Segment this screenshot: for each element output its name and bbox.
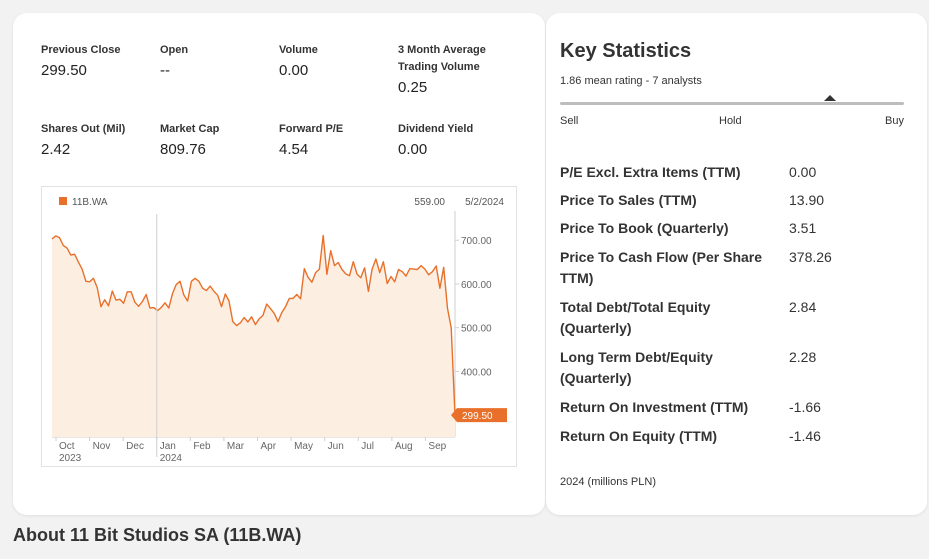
rating-scale-bar <box>560 102 904 105</box>
y-tick-label: 500.00 <box>461 324 492 335</box>
stat-value: 0.25 <box>398 79 428 96</box>
x-tick-label: Jul <box>361 441 374 452</box>
x-tick-label: May <box>294 441 313 452</box>
stat-value: 2.42 <box>41 141 71 158</box>
header-date: 5/2/2024 <box>465 197 504 208</box>
key-statistics-title: Key Statistics <box>560 40 692 62</box>
key-statistics-card: Key Statistics 1.86 mean rating - 7 anal… <box>546 13 927 515</box>
stat-row-value: -1.66 <box>789 399 821 415</box>
last-price-label: 299.50 <box>462 411 493 422</box>
rating-label-sell: Sell <box>560 115 579 127</box>
stat-row-name: Return On Equity (TTM) <box>560 428 718 444</box>
stat-value: 809.76 <box>160 141 206 158</box>
analyst-rating-text: 1.86 mean rating - 7 analysts <box>560 75 702 87</box>
legend-swatch <box>59 197 67 205</box>
stat-volume: Volume 0.00 <box>279 42 389 80</box>
stat-row-name: Price To Book (Quarterly) <box>560 220 729 236</box>
header-value: 559.00 <box>414 197 445 208</box>
stat-row-value: -1.46 <box>789 428 821 444</box>
stat-label: Open <box>160 44 189 56</box>
stat-open: Open -- <box>160 42 270 80</box>
stat-3m-avg-volume: 3 Month Average Trading Volume 0.25 <box>398 42 513 97</box>
y-tick-label: 600.00 <box>461 280 492 291</box>
stat-row-name: Return On Investment (TTM) <box>560 399 749 415</box>
stat-label: Dividend Yield <box>398 123 474 135</box>
x-tick-label: Feb <box>193 441 211 452</box>
stat-label: Market Cap <box>160 123 220 135</box>
price-area <box>52 235 455 437</box>
y-tick-label: 700.00 <box>461 236 492 247</box>
stat-row-value: 13.90 <box>789 192 825 208</box>
quote-summary-card: Previous Close 299.50 Open -- Volume 0.0… <box>13 13 545 515</box>
stat-label: Previous Close <box>41 44 121 56</box>
x-tick-label: Dec <box>126 441 144 452</box>
stat-row-name: P/E Excl. Extra Items (TTM) <box>560 164 741 180</box>
x-tick-label: Aug <box>395 441 413 452</box>
year-label: 2024 <box>160 453 183 464</box>
stat-row-name: Long Term Debt/Equity (Quarterly) <box>560 349 713 386</box>
rating-label-hold: Hold <box>719 115 742 127</box>
stat-row-name: Price To Cash Flow (Per Share TTM) <box>560 249 763 286</box>
x-tick-label: Mar <box>227 441 245 452</box>
legend-label: 11B.WA <box>72 197 108 208</box>
stat-label: Forward P/E <box>279 123 344 135</box>
x-tick-label: Oct <box>59 441 75 452</box>
year-label: 2023 <box>59 453 82 464</box>
rating-label-buy: Buy <box>885 115 904 127</box>
stat-row-name: Total Debt/Total Equity (Quarterly) <box>560 299 711 336</box>
stat-forward-pe: Forward P/E 4.54 <box>279 121 389 159</box>
stat-value: 0.00 <box>279 62 309 79</box>
stat-row-value: 2.84 <box>789 299 817 315</box>
about-company-heading: About 11 Bit Studios SA (11B.WA) <box>13 525 302 545</box>
stat-label: Shares Out (Mil) <box>41 123 126 135</box>
stat-row-value: 378.26 <box>789 249 832 265</box>
stat-row-value: 0.00 <box>789 164 817 180</box>
stat-value: 299.50 <box>41 62 87 79</box>
stat-label: 3 Month Average Trading Volume <box>398 44 486 73</box>
last-price-tag <box>451 408 507 423</box>
stat-row-value: 3.51 <box>789 220 817 236</box>
stat-value: 4.54 <box>279 141 309 158</box>
stat-value: 0.00 <box>398 141 428 158</box>
x-tick-label: Sep <box>428 441 446 452</box>
x-tick-label: Apr <box>261 441 277 452</box>
stat-previous-close: Previous Close 299.50 <box>41 42 151 80</box>
x-tick-label: Jan <box>160 441 176 452</box>
stat-row-name: Price To Sales (TTM) <box>560 192 697 208</box>
x-tick-label: Jun <box>328 441 344 452</box>
x-tick-label: Nov <box>93 441 111 452</box>
stat-shares-out: Shares Out (Mil) 2.42 <box>41 121 156 159</box>
stat-value: -- <box>160 62 170 79</box>
stat-label: Volume <box>279 44 318 56</box>
price-chart-svg[interactable]: 11B.WA 559.00 5/2/2024 700.00 600.00 500.0… <box>42 187 518 468</box>
stat-row-value: 2.28 <box>789 349 817 365</box>
price-line <box>51 234 456 416</box>
price-chart[interactable]: 11B.WA 559.00 5/2/2024 700.00 600.00 500.0… <box>41 186 517 467</box>
statistics-footnote: 2024 (millions PLN) <box>560 476 656 488</box>
rating-marker-icon <box>824 95 837 101</box>
stat-dividend-yield: Dividend Yield 0.00 <box>398 121 513 159</box>
y-tick-label: 400.00 <box>461 367 492 378</box>
stat-market-cap: Market Cap 809.76 <box>160 121 270 159</box>
